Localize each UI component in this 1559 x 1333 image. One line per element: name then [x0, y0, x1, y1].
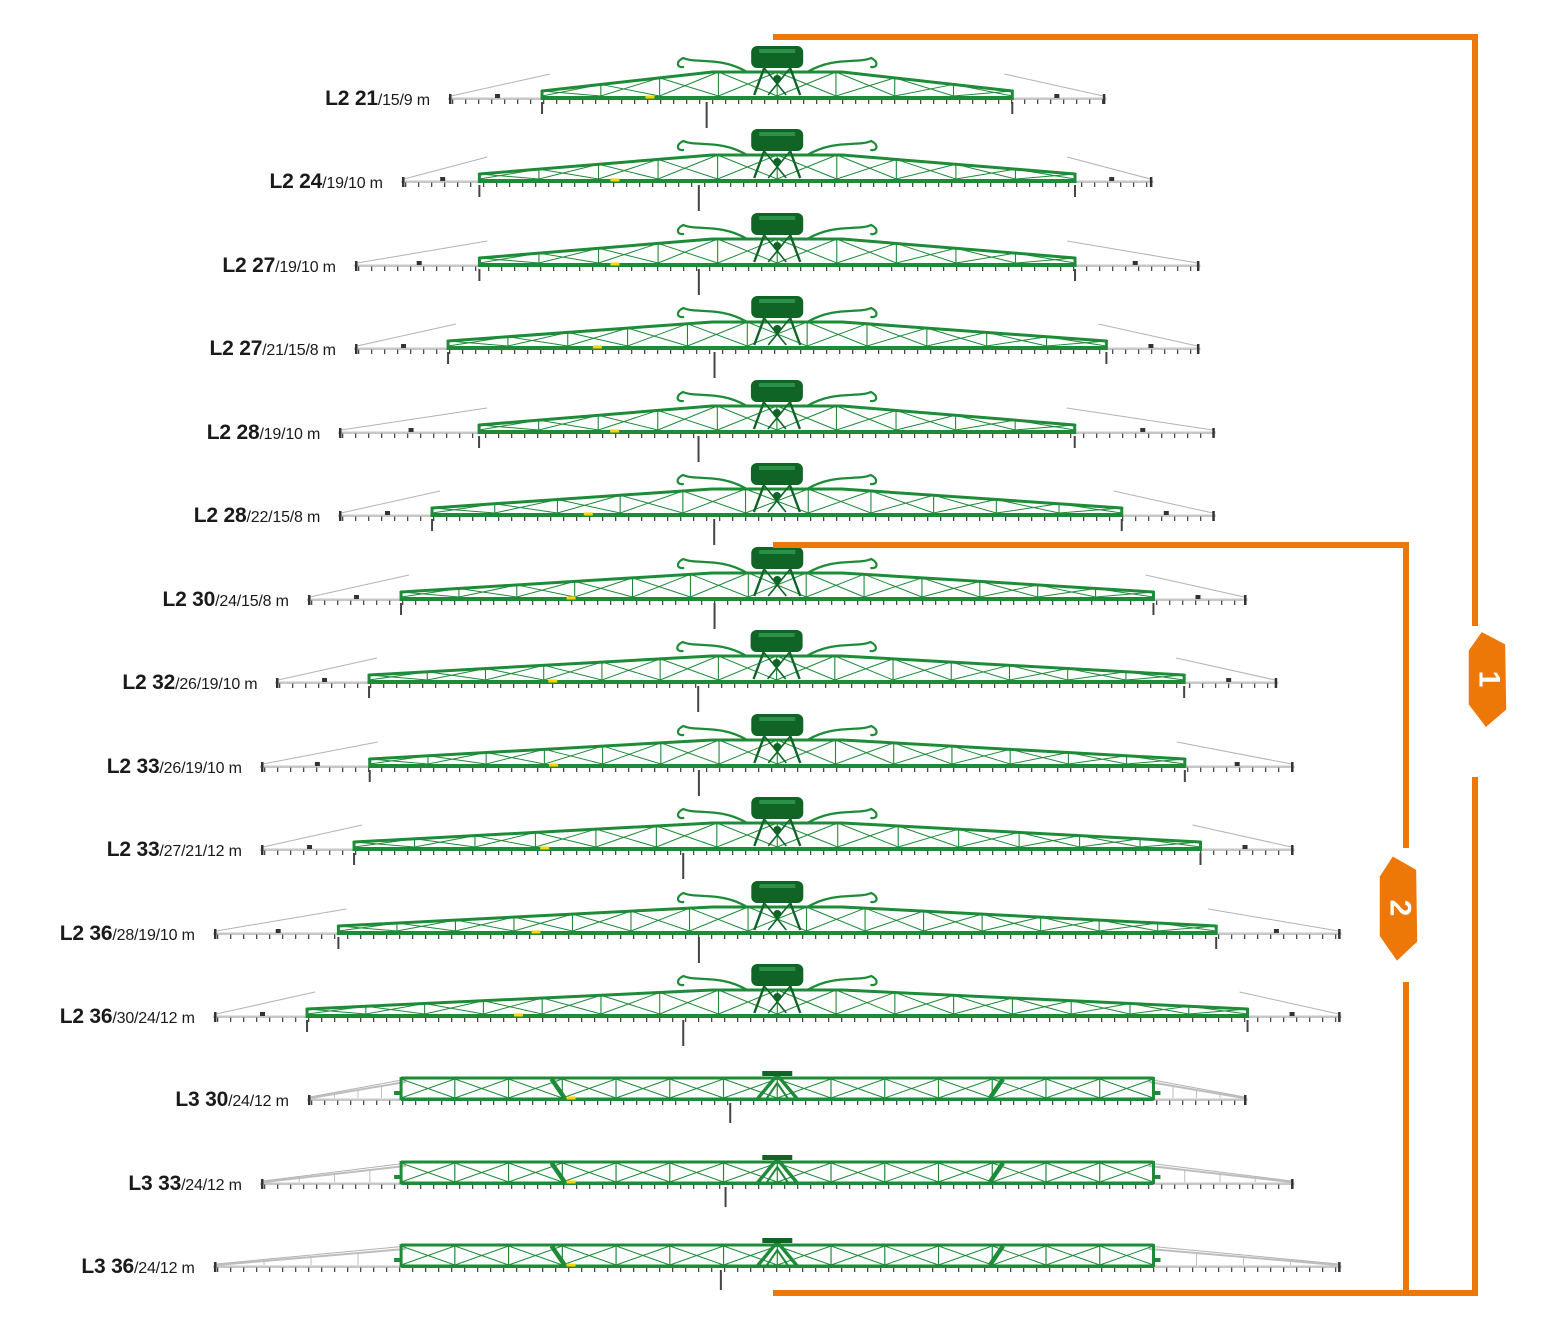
group-marker-1: 1 [1468, 632, 1507, 727]
boom-model: L2 33 [106, 838, 160, 862]
boom-fold-widths: /30/24/12 m [112, 1009, 195, 1027]
boom-model: L2 36 [59, 1004, 113, 1028]
boom-fold-widths: /22/15/8 m [246, 509, 321, 527]
boom-fold-widths: /26/19/10 m [175, 676, 258, 694]
boom-fold-widths: /15/9 m [377, 92, 430, 109]
boom-illustration [212, 1238, 1342, 1291]
boom-model: L2 27 [222, 253, 276, 277]
group-marker-1-label: 1 [1472, 670, 1505, 688]
boom-label: L3 30/24/12 m [175, 1085, 289, 1117]
boom-label: L2 33/26/19/10 m [107, 752, 242, 784]
boom-label: L3 33/24/12 m [128, 1169, 242, 1201]
boom-illustration [275, 630, 1279, 713]
boom-fold-widths: /28/19/10 m [112, 926, 195, 944]
boom-model: L2 27 [209, 337, 263, 361]
boom-illustration [447, 46, 1107, 128]
group1-bracket-right-line-lower [1472, 777, 1478, 1296]
boom-illustration [259, 797, 1295, 880]
boom-fold-widths: /24/15/8 m [215, 592, 289, 610]
boom-model: L2 21 [325, 87, 378, 110]
boom-illustration [306, 546, 1248, 629]
boom-model: L2 24 [269, 170, 323, 194]
boom-fold-widths: /26/19/10 m [159, 759, 242, 777]
group2-bracket-top-line [773, 542, 1409, 548]
group-marker-2-label: 2 [1383, 899, 1416, 917]
boom-model: L2 32 [122, 671, 176, 695]
boom-model: L2 28 [206, 420, 260, 444]
boom-label: L2 28/19/10 m [206, 418, 321, 450]
boom-illustration [212, 880, 1342, 963]
boom-fold-widths: /24/12 m [181, 1176, 242, 1194]
boom-label: L2 36/28/19/10 m [60, 919, 195, 951]
boom-illustration [338, 463, 1216, 546]
group1-bracket-top-line [773, 34, 1478, 40]
boom-fold-widths: /24/12 m [228, 1093, 289, 1111]
boom-label: L2 28/22/15/8 m [193, 501, 321, 533]
boom-label: L2 30/24/15/8 m [162, 585, 289, 617]
group2-bracket-right-line-upper [1403, 542, 1409, 848]
group-bracket-bottom-line [773, 1290, 1478, 1296]
boom-model: L2 30 [162, 587, 216, 611]
boom-label: L2 24/19/10 m [269, 167, 383, 199]
group2-bracket-right-line-lower [1403, 982, 1409, 1296]
boom-illustration [338, 379, 1216, 462]
boom-illustration [212, 963, 1342, 1046]
boom-illustration [259, 1154, 1295, 1207]
boom-label: L2 27/19/10 m [222, 251, 336, 283]
boom-model: L3 36 [81, 1255, 135, 1279]
group-marker-2: 2 [1379, 856, 1418, 961]
boom-model: L2 36 [59, 921, 113, 945]
boom-label: L2 36/30/24/12 m [60, 1002, 195, 1034]
boom-illustration [353, 296, 1201, 379]
boom-model: L3 33 [128, 1171, 182, 1195]
boom-fold-widths: /27/21/12 m [159, 843, 242, 861]
boom-label: L2 32/26/19/10 m [122, 668, 257, 700]
boom-label: L2 21/15/9 m [325, 84, 430, 116]
boom-label: L3 36/24/12 m [81, 1252, 195, 1284]
boom-fold-widths: /19/10 m [259, 425, 321, 443]
boom-label: L2 33/27/21/12 m [107, 835, 242, 867]
boom-illustration [259, 713, 1295, 796]
boom-fold-widths: /19/10 m [322, 175, 383, 193]
boom-illustration [353, 212, 1201, 295]
boom-illustration [306, 1071, 1248, 1124]
group1-bracket-right-line-upper [1472, 34, 1478, 626]
boom-illustration [400, 129, 1154, 212]
boom-fold-widths: /19/10 m [275, 258, 336, 276]
boom-fold-widths: /21/15/8 m [262, 342, 336, 360]
boom-label: L2 27/21/15/8 m [209, 334, 336, 366]
boom-model: L2 28 [193, 504, 247, 528]
boom-fold-widths: /24/12 m [134, 1260, 195, 1278]
boom-model: L3 30 [175, 1088, 229, 1112]
boom-model: L2 33 [106, 754, 160, 778]
